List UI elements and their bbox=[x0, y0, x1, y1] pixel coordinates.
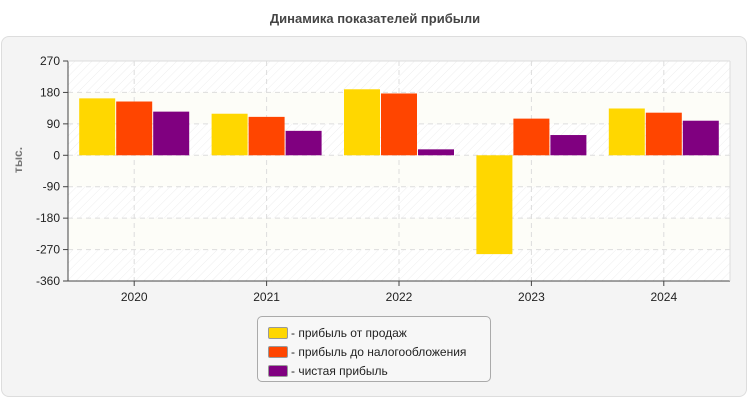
y-tick-label: -360 bbox=[36, 274, 60, 288]
x-tick-label: 2021 bbox=[253, 290, 280, 304]
legend-swatch bbox=[268, 364, 288, 377]
y-tick-label: 0 bbox=[53, 148, 60, 162]
legend-item: - прибыль от продаж bbox=[268, 323, 490, 342]
legend-label: - прибыль до налогообложения bbox=[291, 344, 467, 359]
bar bbox=[608, 108, 645, 156]
x-tick-label: 2020 bbox=[121, 290, 148, 304]
legend-item: - чистая прибыль bbox=[268, 361, 490, 380]
legend: - прибыль от продаж - прибыль до налогоо… bbox=[257, 316, 491, 382]
legend-swatch bbox=[268, 326, 288, 339]
bar bbox=[211, 113, 248, 156]
chart-title: Динамика показателей прибыли bbox=[269, 11, 481, 26]
y-tick-label: -90 bbox=[43, 180, 61, 194]
bar bbox=[513, 118, 550, 156]
bar bbox=[116, 101, 153, 156]
legend-label: - чистая прибыль bbox=[291, 363, 388, 378]
x-tick-label: 2024 bbox=[650, 290, 677, 304]
y-tick-label: 180 bbox=[40, 85, 60, 99]
legend-label: - прибыль от продаж bbox=[291, 325, 407, 340]
bar bbox=[79, 98, 116, 156]
bar bbox=[550, 135, 587, 156]
legend-swatch bbox=[268, 345, 288, 358]
y-tick-label: 270 bbox=[40, 54, 60, 68]
y-tick-label: -270 bbox=[36, 243, 60, 257]
bar bbox=[476, 155, 513, 255]
y-tick-label: -180 bbox=[36, 211, 60, 225]
bar bbox=[344, 89, 380, 156]
bar bbox=[381, 93, 417, 156]
bar bbox=[248, 116, 285, 156]
x-tick-label: 2023 bbox=[518, 290, 545, 304]
legend-item: - прибыль до налогообложения bbox=[268, 342, 490, 361]
x-tick-label: 2022 bbox=[386, 290, 413, 304]
bar bbox=[645, 112, 682, 156]
bar bbox=[285, 130, 322, 156]
y-tick-label: 90 bbox=[47, 117, 61, 131]
bar bbox=[682, 120, 719, 156]
bar bbox=[418, 149, 454, 156]
y-axis-label: тыс. bbox=[11, 147, 25, 173]
bar bbox=[153, 111, 190, 156]
